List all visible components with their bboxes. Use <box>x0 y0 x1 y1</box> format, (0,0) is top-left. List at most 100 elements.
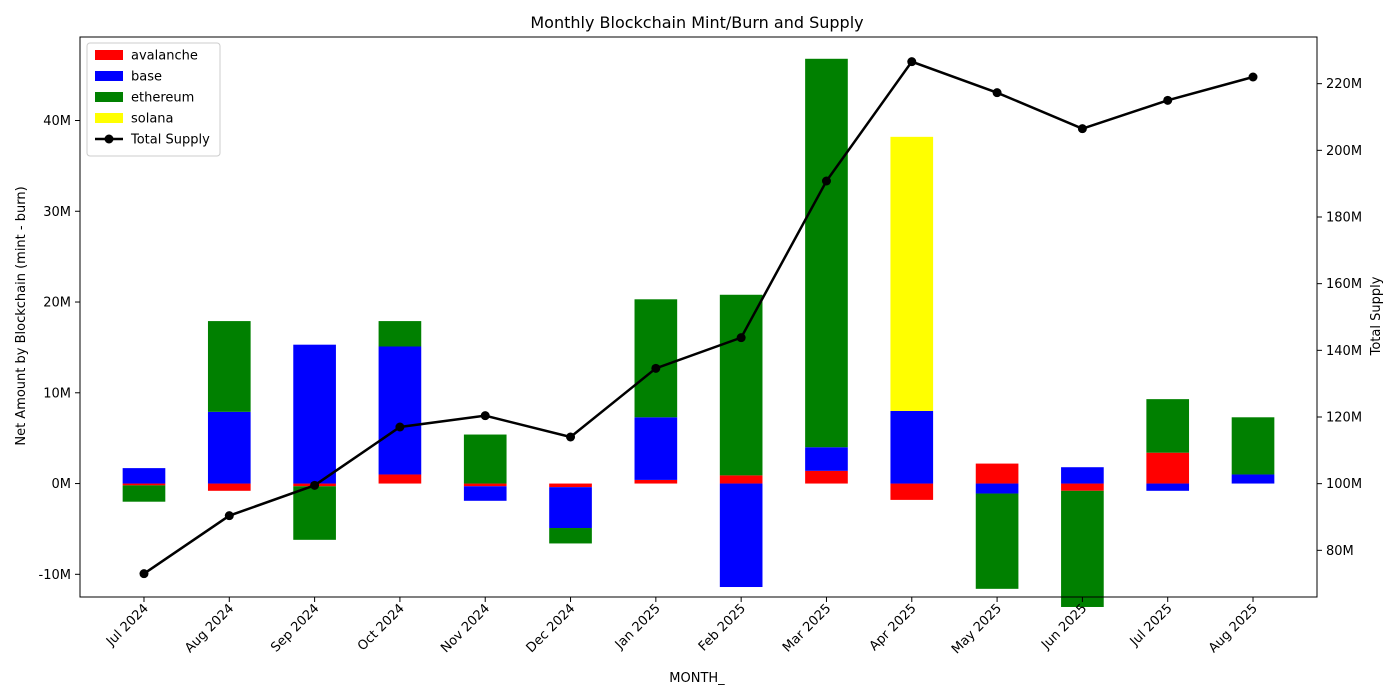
x-tick-label-7: Feb 2025 <box>696 601 749 654</box>
y-tick-label-5: 40M <box>43 114 71 129</box>
bar-avalanche-5 <box>549 483 592 488</box>
bar-base-10 <box>975 483 1019 494</box>
y2-tick-label-4: 160M <box>1326 277 1362 292</box>
total-supply-point-2 <box>310 480 320 490</box>
total-supply-point-1 <box>224 511 234 521</box>
y2-tick-label-6: 200M <box>1326 144 1362 159</box>
bar-avalanche-1 <box>207 483 251 491</box>
total-supply-point-11 <box>1077 124 1087 134</box>
total-supply-line <box>143 60 1254 575</box>
bar-ethereum-12 <box>1146 399 1190 453</box>
bar-base-11 <box>1061 467 1104 484</box>
bar-ethereum-2 <box>293 486 336 540</box>
bar-base-6 <box>634 417 678 480</box>
bar-base-5 <box>549 487 592 529</box>
x-tick-label-1: Aug 2024 <box>182 601 237 656</box>
legend-label-0: avalanche <box>131 49 198 64</box>
bar-ethereum-3 <box>378 321 422 347</box>
legend-swatch-ethereum <box>95 92 123 102</box>
total-supply-point-6 <box>651 363 661 373</box>
total-supply-point-8 <box>821 176 831 186</box>
x-tick-label-13: Aug 2025 <box>1206 601 1261 656</box>
plot-frame <box>79 36 1318 598</box>
total-supply-point-10 <box>992 88 1002 98</box>
bar-avalanche-3 <box>378 474 422 484</box>
x-tick-label-11: Jun 2025 <box>1038 601 1090 653</box>
y2-axis-label: Total Supply <box>1369 276 1384 356</box>
y-axis-label: Net Amount by Blockchain (mint - burn) <box>14 186 29 445</box>
x-tick-label-12: Jul 2025 <box>1127 601 1176 650</box>
x-tick-label-5: Dec 2024 <box>524 601 579 656</box>
legend-swatch-base <box>95 71 123 81</box>
x-axis-label: MONTH_ <box>669 671 725 686</box>
bar-avalanche-7 <box>719 475 763 484</box>
bar-avalanche-6 <box>634 479 678 484</box>
y-tick-label-3: 20M <box>43 296 71 311</box>
y-tick-label-4: 30M <box>43 205 71 220</box>
bar-base-8 <box>805 447 848 471</box>
bar-ethereum-6 <box>634 299 678 418</box>
bar-base-13 <box>1231 474 1275 484</box>
y-tick-label-1: 0M <box>52 477 72 492</box>
bar-avalanche-11 <box>1061 483 1104 491</box>
bar-base-4 <box>463 486 507 501</box>
bar-avalanche-4 <box>463 483 507 487</box>
bar-base-1 <box>207 411 251 484</box>
legend-label-2: ethereum <box>131 91 194 106</box>
bar-avalanche-10 <box>975 463 1019 484</box>
legend-label-4: Total Supply <box>130 133 210 148</box>
y2-tick-label-7: 220M <box>1326 77 1362 92</box>
bar-ethereum-0 <box>122 485 166 502</box>
bar-solana-9 <box>890 136 934 411</box>
bar-base-7 <box>719 483 763 588</box>
total-supply-point-5 <box>566 432 576 442</box>
bar-base-2 <box>293 344 336 484</box>
legend-swatch-solana <box>95 113 123 123</box>
bar-ethereum-7 <box>719 294 763 476</box>
plot-area: -10M 0M 10M 20M 30M 40M 80M 100M 120M 140M 160M 180… <box>39 36 1362 657</box>
bar-ethereum-8 <box>805 58 848 448</box>
x-tick-label-9: Apr 2025 <box>867 601 920 654</box>
bar-base-0 <box>122 468 166 484</box>
total-supply-point-13 <box>1248 72 1258 82</box>
y2-tick-label-5: 180M <box>1326 211 1362 226</box>
bar-base-3 <box>378 346 422 475</box>
bar-ethereum-4 <box>463 434 507 484</box>
y2-tick-label-3: 140M <box>1326 344 1362 359</box>
x-tick-label-3: Oct 2024 <box>355 601 408 654</box>
x-tick-label-10: May 2025 <box>949 601 1005 657</box>
bar-base-12 <box>1146 483 1190 491</box>
legend-swatch-avalanche <box>95 50 123 60</box>
y2-tick-label-0: 80M <box>1326 544 1354 559</box>
total-supply-point-12 <box>1163 95 1173 105</box>
x-tick-label-0: Jul 2024 <box>103 601 152 650</box>
legend: avalanche base ethereum solana Total Supply <box>86 42 221 157</box>
bar-ethereum-11 <box>1061 490 1104 607</box>
bar-avalanche-12 <box>1146 452 1190 484</box>
y-tick-label-0: -10M <box>39 568 71 583</box>
total-supply-point-9 <box>907 57 917 67</box>
legend-label-1: base <box>131 70 162 85</box>
y2-tick-label-2: 120M <box>1326 411 1362 426</box>
bar-ethereum-10 <box>975 493 1019 589</box>
y-tick-label-2: 10M <box>43 386 71 401</box>
legend-swatch-marker <box>104 134 114 144</box>
total-supply-point-3 <box>395 422 405 432</box>
total-supply-point-7 <box>736 333 746 343</box>
x-tick-label-4: Nov 2024 <box>438 601 493 656</box>
bar-avalanche-0 <box>122 483 166 486</box>
bar-base-9 <box>890 410 934 484</box>
x-tick-label-8: Mar 2025 <box>780 601 834 655</box>
bar-avalanche-8 <box>805 470 848 484</box>
total-supply-point-4 <box>480 411 490 421</box>
x-tick-label-2: Sep 2024 <box>268 601 322 655</box>
bar-avalanche-9 <box>890 483 934 500</box>
bar-ethereum-5 <box>549 528 592 544</box>
chart-title: Monthly Blockchain Mint/Burn and Supply <box>530 13 863 32</box>
bar-ethereum-13 <box>1231 417 1275 475</box>
y2-tick-label-1: 100M <box>1326 477 1362 492</box>
legend-label-3: solana <box>131 112 174 127</box>
bar-ethereum-1 <box>207 321 251 412</box>
total-supply-point-0 <box>139 569 149 579</box>
